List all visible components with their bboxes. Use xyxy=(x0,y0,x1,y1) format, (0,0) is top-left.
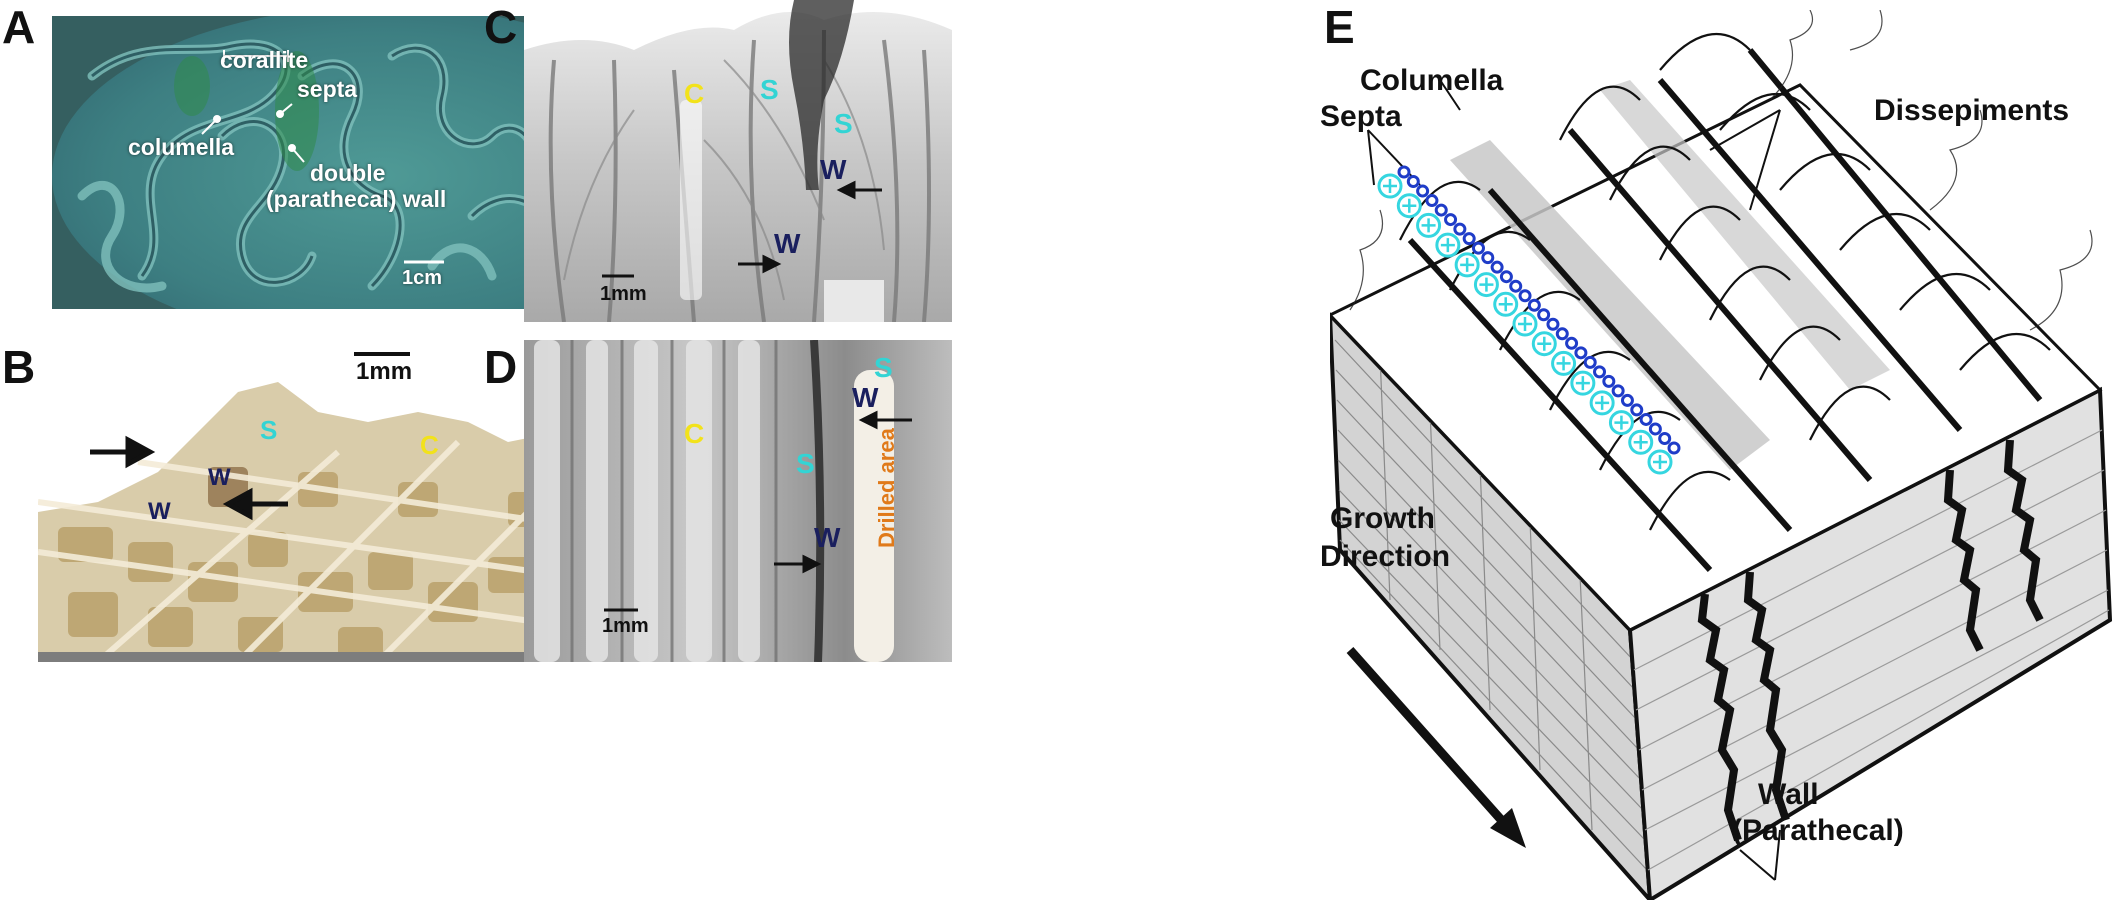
sample-dot xyxy=(1509,279,1523,293)
sampling-markers xyxy=(1377,165,1681,475)
sample-dot xyxy=(1602,374,1616,388)
sample-dot xyxy=(1434,203,1448,217)
label-septa-d1: S xyxy=(874,352,893,383)
sample-dot xyxy=(1490,260,1504,274)
sample-dot xyxy=(1667,441,1681,455)
sample-marker-cross xyxy=(1498,297,1513,312)
label-columella-e: Columella xyxy=(1360,64,1504,97)
scale-label-1cm: 1cm xyxy=(402,267,443,289)
sample-dot xyxy=(1471,241,1485,255)
sample-dot xyxy=(1593,365,1607,379)
coral-skeleton-block-diagram: Columella Septa Dissepiments Growth Dire… xyxy=(1320,9,2124,905)
sample-dot xyxy=(1565,336,1579,350)
sample-marker-cross xyxy=(1614,415,1629,430)
sample-marker-cross xyxy=(1402,198,1417,213)
label-columella-c: C xyxy=(684,78,705,109)
label-direction: Direction xyxy=(1320,540,1451,573)
label-drilled-area: Drilled area xyxy=(874,428,899,548)
sample-marker-cross xyxy=(1421,218,1436,233)
sample-dot xyxy=(1620,393,1634,407)
longitudinal-section-photo-c: C S S W W 1mm xyxy=(524,0,952,322)
sample-marker-cross xyxy=(1460,257,1475,272)
longitudinal-section-image-d xyxy=(524,340,952,662)
sample-dot xyxy=(1416,184,1430,198)
sample-dot xyxy=(1527,298,1541,312)
sample-marker-cross xyxy=(1653,455,1667,469)
sample-marker-cross xyxy=(1440,238,1455,253)
sample-dot xyxy=(1397,165,1411,179)
label-corallite: corallite xyxy=(220,47,309,73)
sample-dot xyxy=(1630,403,1644,417)
scale-label-1mm-c: 1mm xyxy=(600,283,647,305)
sample-dot xyxy=(1639,412,1653,426)
sample-marker-cross xyxy=(1537,336,1552,351)
scale-label-1mm-b: 1mm xyxy=(356,358,413,385)
label-septa-b: S xyxy=(260,415,278,445)
longitudinal-section-image-c xyxy=(524,0,952,322)
sample-dot xyxy=(1574,346,1588,360)
label-columella-d: C xyxy=(684,418,705,449)
label-septa-e: Septa xyxy=(1320,100,1402,133)
longitudinal-section-photo-d: C S W S W Drilled area 1mm xyxy=(524,340,952,662)
label-columella: columella xyxy=(128,134,235,160)
sample-dot xyxy=(1462,232,1476,246)
label-wall-b1: W xyxy=(208,464,231,491)
sample-dot xyxy=(1611,384,1625,398)
sample-marker-cross xyxy=(1518,317,1532,331)
sample-dot xyxy=(1499,270,1513,284)
label-parathecal-wall: (parathecal) wall xyxy=(266,186,447,212)
label-septa-d2: S xyxy=(796,448,815,479)
label-parathecal: (Parathecal) xyxy=(1732,814,1904,847)
label-wall-c2: W xyxy=(774,228,801,259)
sample-dot xyxy=(1444,213,1458,227)
sample-dot xyxy=(1555,327,1569,341)
label-wall-c1: W xyxy=(820,154,847,185)
label-septa: septa xyxy=(297,76,358,102)
label-septa-c1: S xyxy=(760,74,779,105)
sample-marker-cross xyxy=(1575,376,1590,391)
panel-letter-b: B xyxy=(2,341,36,393)
label-double: double xyxy=(310,160,386,186)
sample-dot xyxy=(1425,194,1439,208)
sample-dot xyxy=(1453,222,1467,236)
sample-dot xyxy=(1406,175,1420,189)
label-growth: Growth xyxy=(1330,502,1435,535)
scale-label-1mm-d: 1mm xyxy=(602,615,649,637)
sample-dot xyxy=(1481,251,1495,265)
sample-marker-cross xyxy=(1383,179,1397,193)
sample-marker-cross xyxy=(1633,435,1648,450)
panel-letter-e: E xyxy=(1324,1,1355,53)
sample-dot xyxy=(1658,431,1672,445)
sample-dot xyxy=(1537,308,1551,322)
sample-dot xyxy=(1648,422,1662,436)
sample-marker-cross xyxy=(1595,395,1610,410)
sample-dot xyxy=(1518,289,1532,303)
label-wall: Wall xyxy=(1758,778,1819,811)
sample-marker-cross xyxy=(1556,356,1571,371)
panel-letter-a: A xyxy=(2,1,36,53)
coral-skeleton-block-svg xyxy=(1327,9,2113,905)
label-dissepiments: Dissepiments xyxy=(1874,94,2070,127)
panel-letter-d: D xyxy=(484,341,518,393)
label-wall-b2: W xyxy=(148,498,171,525)
sample-dot xyxy=(1546,317,1560,331)
sample-marker-cross xyxy=(1479,277,1494,292)
sample-dot xyxy=(1583,355,1597,369)
label-columella-b: C xyxy=(420,430,439,460)
panel-letter-c: C xyxy=(484,1,518,53)
label-wall-d2: W xyxy=(814,522,841,553)
label-septa-c2: S xyxy=(834,108,853,139)
label-wall-d1: W xyxy=(852,382,879,413)
